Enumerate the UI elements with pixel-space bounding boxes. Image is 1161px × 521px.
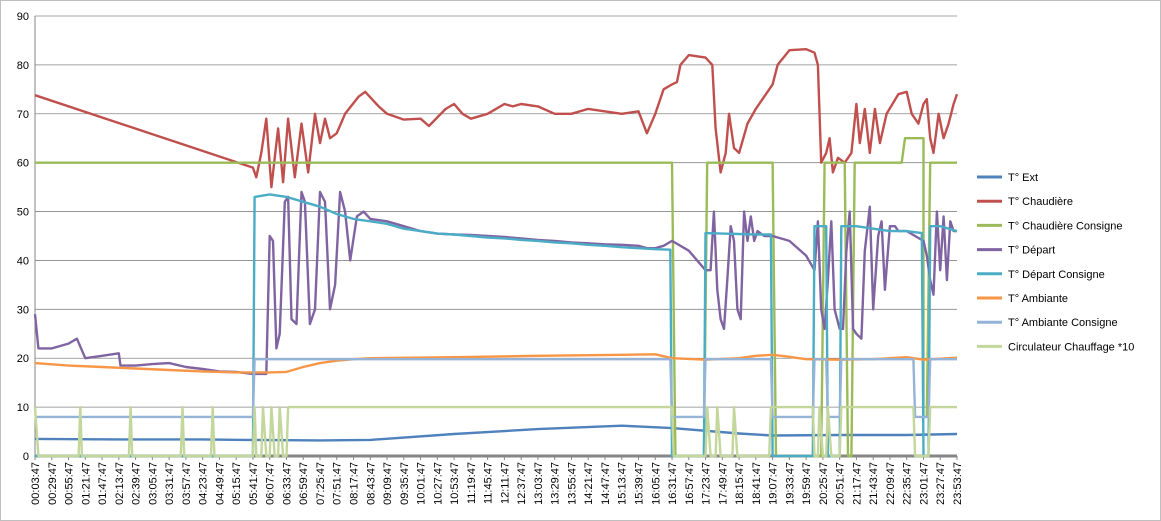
x-tick-label: 13:03:47 [533,462,545,505]
x-tick-label: 18:15:47 [734,462,746,505]
x-tick-label: 19:07:47 [768,462,780,505]
series-line-4 [33,190,957,376]
y-tick-label: 50 [17,207,29,219]
x-tick-label: 04:23:47 [198,462,210,505]
legend-label: T° Chaudière [1008,196,1073,208]
x-tick-label: 22:35:47 [902,462,914,505]
x-tick-label: 20:51:47 [835,462,847,505]
x-tick-label: 09:35:47 [399,462,411,505]
x-tick-label: 11:45:47 [483,462,495,504]
y-tick-label: 10 [17,402,29,414]
y-tick-label: 70 [17,109,29,121]
legend-label: T° Ambiante Consigne [1008,317,1118,329]
x-tick-label: 10:01:47 [416,462,428,505]
x-tick-label: 07:51:47 [332,462,344,505]
x-tick-label: 11:19:47 [466,462,478,504]
x-tick-label: 10:27:47 [432,462,444,505]
x-tick-label: 17:49:47 [717,462,729,505]
series-line-1 [34,424,958,442]
x-tick-label: 14:47:47 [600,462,612,505]
x-tick-label: 21:43:47 [868,462,880,505]
legend-label: T° Départ Consigne [1008,269,1105,281]
x-tick-label: 06:33:47 [281,462,293,505]
series-line-7 [35,358,957,419]
x-tick-label: 20:25:47 [818,462,830,505]
x-tick-label: 10:53:47 [449,462,461,505]
legend-label: T° Départ [1008,245,1055,257]
y-tick-label: 20 [17,353,29,365]
series-line-5 [35,193,958,458]
y-tick-label: 0 [23,451,29,463]
legend-label: T° Ext [1008,172,1038,184]
x-tick-label: 00:29:47 [47,462,59,505]
x-tick-label: 16:31:47 [667,462,679,505]
series-line-8 [33,405,957,458]
x-tick-label: 13:29:47 [550,462,562,505]
x-tick-label: 05:15:47 [231,462,243,505]
x-tick-label: 12:11:47 [499,462,511,504]
x-tick-label: 00:03:47 [30,462,42,505]
y-tick-label: 80 [17,60,29,72]
x-tick-label: 12:37:47 [516,462,528,505]
x-tick-label: 23:01:47 [918,462,930,505]
y-axis: 0 10 20 30 40 50 60 70 80 90 [17,11,36,463]
y-tick-label: 40 [17,255,29,267]
series-line-6 [34,353,958,374]
x-tick-label: 23:27:47 [935,462,947,505]
y-tick-label: 30 [17,304,29,316]
x-tick-label: 16:05:47 [650,462,662,505]
x-tick-label: 15:39:47 [633,462,645,505]
series-line-2 [34,48,959,189]
x-tick-label: 03:31:47 [164,462,176,505]
x-tick-label: 08:43:47 [365,462,377,505]
x-tick-label: 01:21:47 [80,462,92,505]
x-tick-label: 19:59:47 [801,462,813,505]
legend-label: T° Ambiante [1008,293,1068,305]
x-tick-label: 05:41:47 [248,462,260,505]
x-tick-label: 00:55:47 [64,462,76,505]
x-tick-label: 06:59:47 [298,462,310,505]
x-axis: 00:03:47 00:29:47 00:55:47 01:21:47 01:47:47… [30,454,964,505]
x-tick-label: 02:13:47 [114,462,126,505]
y-tick-label: 90 [17,11,29,23]
x-tick-label: 17:23:47 [701,462,713,505]
x-tick-label: 13:55:47 [566,462,578,505]
x-tick-label: 18:41:47 [751,462,763,505]
x-tick-label: 21:17:47 [851,462,863,505]
legend-label: T° Chaudière Consigne [1008,220,1122,232]
x-tick-label: 07:25:47 [315,462,327,505]
x-tick-label: 16:57:47 [684,462,696,505]
x-tick-label: 06:07:47 [265,462,277,505]
x-tick-label: 15:13:47 [617,462,629,505]
x-tick-label: 01:47:47 [97,462,109,505]
x-tick-label: 02:39:47 [131,462,143,505]
legend-label: Circulateur Chauffage *10 [1008,341,1134,353]
legend: T° Ext T° Chaudière T° Chaudière Consigne T… [977,172,1134,353]
x-tick-label: 08:17:47 [349,462,361,505]
y-tick-label: 60 [17,158,29,170]
series-lines [33,48,959,458]
x-tick-label: 09:09:47 [382,462,394,505]
x-tick-label: 19:33:47 [784,462,796,505]
x-tick-label: 03:57:47 [181,462,193,505]
x-tick-label: 22:09:47 [885,462,897,505]
x-tick-label: 04:49:47 [214,462,226,505]
x-tick-label: 14:21:47 [583,462,595,505]
x-tick-label: 23:53:47 [952,462,964,505]
x-tick-label: 03:05:47 [147,462,159,505]
